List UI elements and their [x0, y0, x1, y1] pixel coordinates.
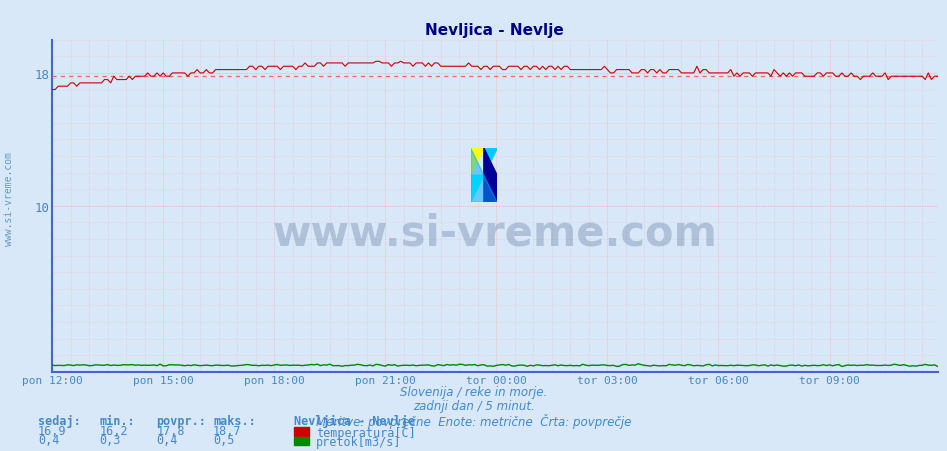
Text: pretok[m3/s]: pretok[m3/s]	[316, 435, 402, 447]
Text: 16,2: 16,2	[99, 424, 128, 437]
Text: zadnji dan / 5 minut.: zadnji dan / 5 minut.	[413, 399, 534, 412]
Text: 0,3: 0,3	[99, 433, 121, 446]
Text: sedaj:: sedaj:	[38, 414, 80, 427]
Text: 18,7: 18,7	[213, 424, 241, 437]
Polygon shape	[471, 149, 484, 176]
Text: 16,9: 16,9	[38, 424, 66, 437]
Text: Nevljica - Nevlje: Nevljica - Nevlje	[294, 414, 415, 427]
Polygon shape	[484, 149, 497, 176]
Text: 17,8: 17,8	[156, 424, 185, 437]
Text: maks.:: maks.:	[213, 414, 256, 427]
Text: povpr.:: povpr.:	[156, 414, 206, 427]
Text: 0,5: 0,5	[213, 433, 235, 446]
Polygon shape	[471, 149, 497, 203]
Text: Meritve: povprečne  Enote: metrične  Črta: povprečje: Meritve: povprečne Enote: metrične Črta:…	[315, 413, 632, 428]
Text: 0,4: 0,4	[156, 433, 178, 446]
Text: min.:: min.:	[99, 414, 135, 427]
Text: www.si-vreme.com: www.si-vreme.com	[273, 212, 717, 254]
Title: Nevljica - Nevlje: Nevljica - Nevlje	[425, 23, 564, 38]
Text: temperatura[C]: temperatura[C]	[316, 426, 416, 438]
Text: 0,4: 0,4	[38, 433, 60, 446]
Polygon shape	[471, 176, 484, 203]
Text: Slovenija / reke in morje.: Slovenija / reke in morje.	[400, 386, 547, 399]
Polygon shape	[484, 149, 497, 203]
Text: www.si-vreme.com: www.si-vreme.com	[5, 152, 14, 245]
